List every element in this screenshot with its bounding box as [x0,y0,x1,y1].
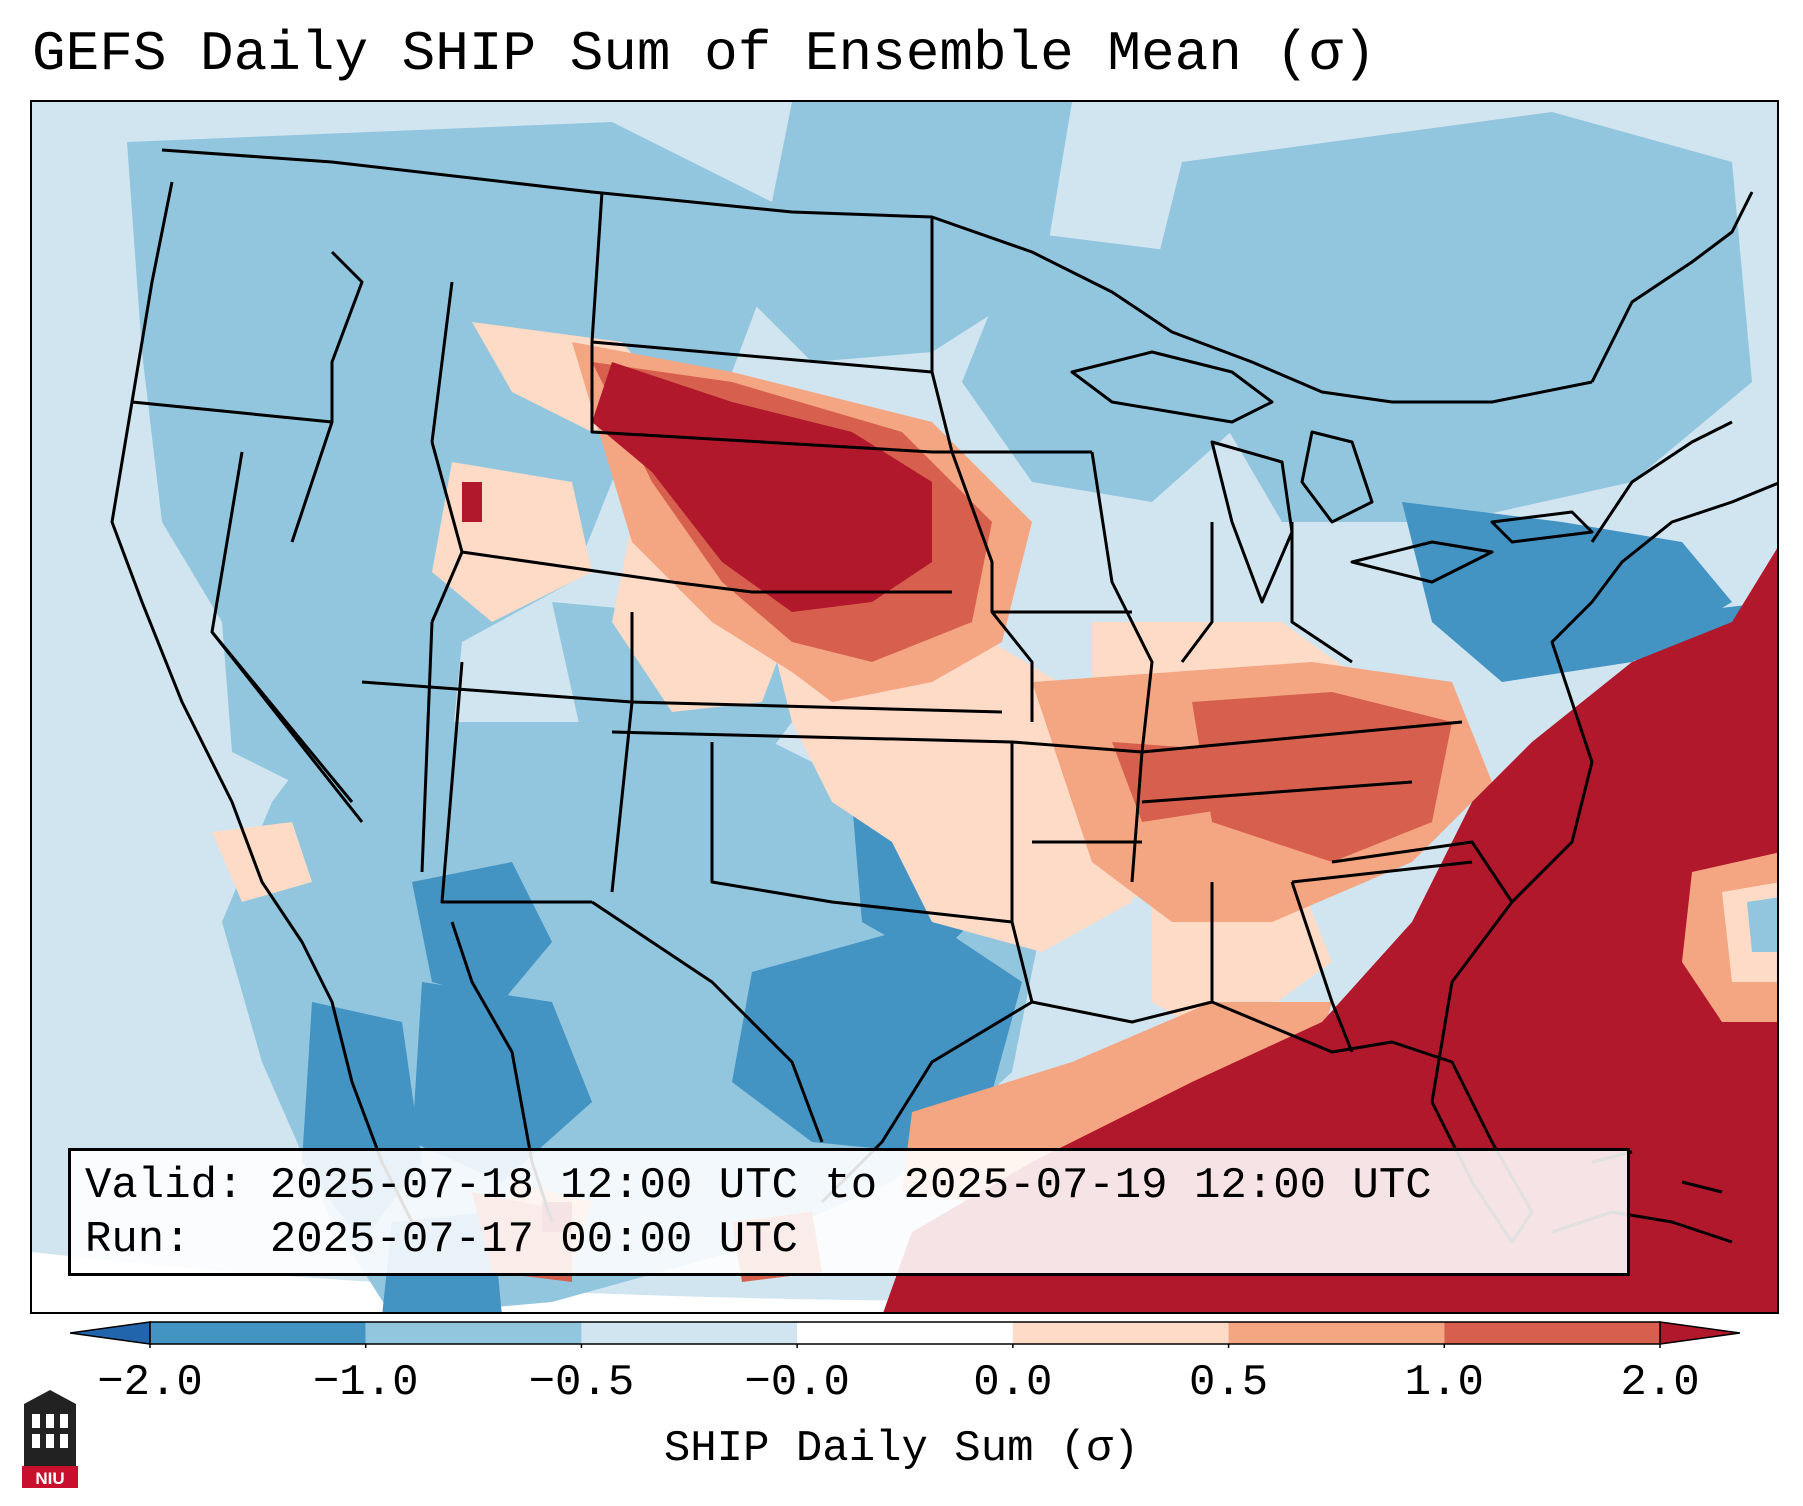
colorbar-segment [1444,1322,1660,1344]
colorbar-segment [150,1322,366,1344]
niu-logo: NIU [22,1390,78,1488]
colorbar-segment [1012,1322,1229,1344]
colorbar-segment [581,1322,798,1344]
valid-label: Valid: [85,1161,244,1211]
colorbar [70,1321,1740,1348]
colorbar-tick-label: 0.0 [973,1358,1053,1408]
colorbar-tick-label: −0.0 [744,1358,850,1408]
run-value: 2025-07-17 00:00 UTC [269,1215,798,1265]
colorbar-tick-label: 2.0 [1620,1358,1700,1408]
map-field [32,102,1777,1312]
colorbar-segment [365,1322,582,1344]
logo-text: NIU [35,1469,64,1488]
atlantic-anomaly [1682,852,1777,1022]
chart-title: GEFS Daily SHIP Sum of Ensemble Mean (σ) [32,22,1377,86]
colorbar-tick-label: 0.5 [1188,1358,1269,1408]
colorbar-tick-label: −0.5 [528,1358,635,1408]
colorbar-tick-label: 1.0 [1404,1358,1484,1408]
colorbar-tick-label: −1.0 [312,1358,419,1408]
colorbar-segment [1228,1322,1445,1344]
valid-value: 2025-07-18 12:00 UTC to 2025-07-19 12:00… [269,1161,1432,1211]
colorbar-segment [797,1322,1013,1344]
map-panel [30,100,1779,1314]
colorbar-extend-high [1659,1321,1740,1345]
colorbar-extend-low [70,1321,151,1345]
colorbar-outline [149,1321,1661,1345]
run-label: Run: [85,1215,191,1265]
valid-run-info-box: Valid: 2025-07-18 12:00 UTC to 2025-07-1… [68,1148,1630,1276]
colorbar-tick-label: −2.0 [97,1358,203,1408]
colorbar-label: SHIP Daily Sum (σ) [663,1424,1140,1474]
